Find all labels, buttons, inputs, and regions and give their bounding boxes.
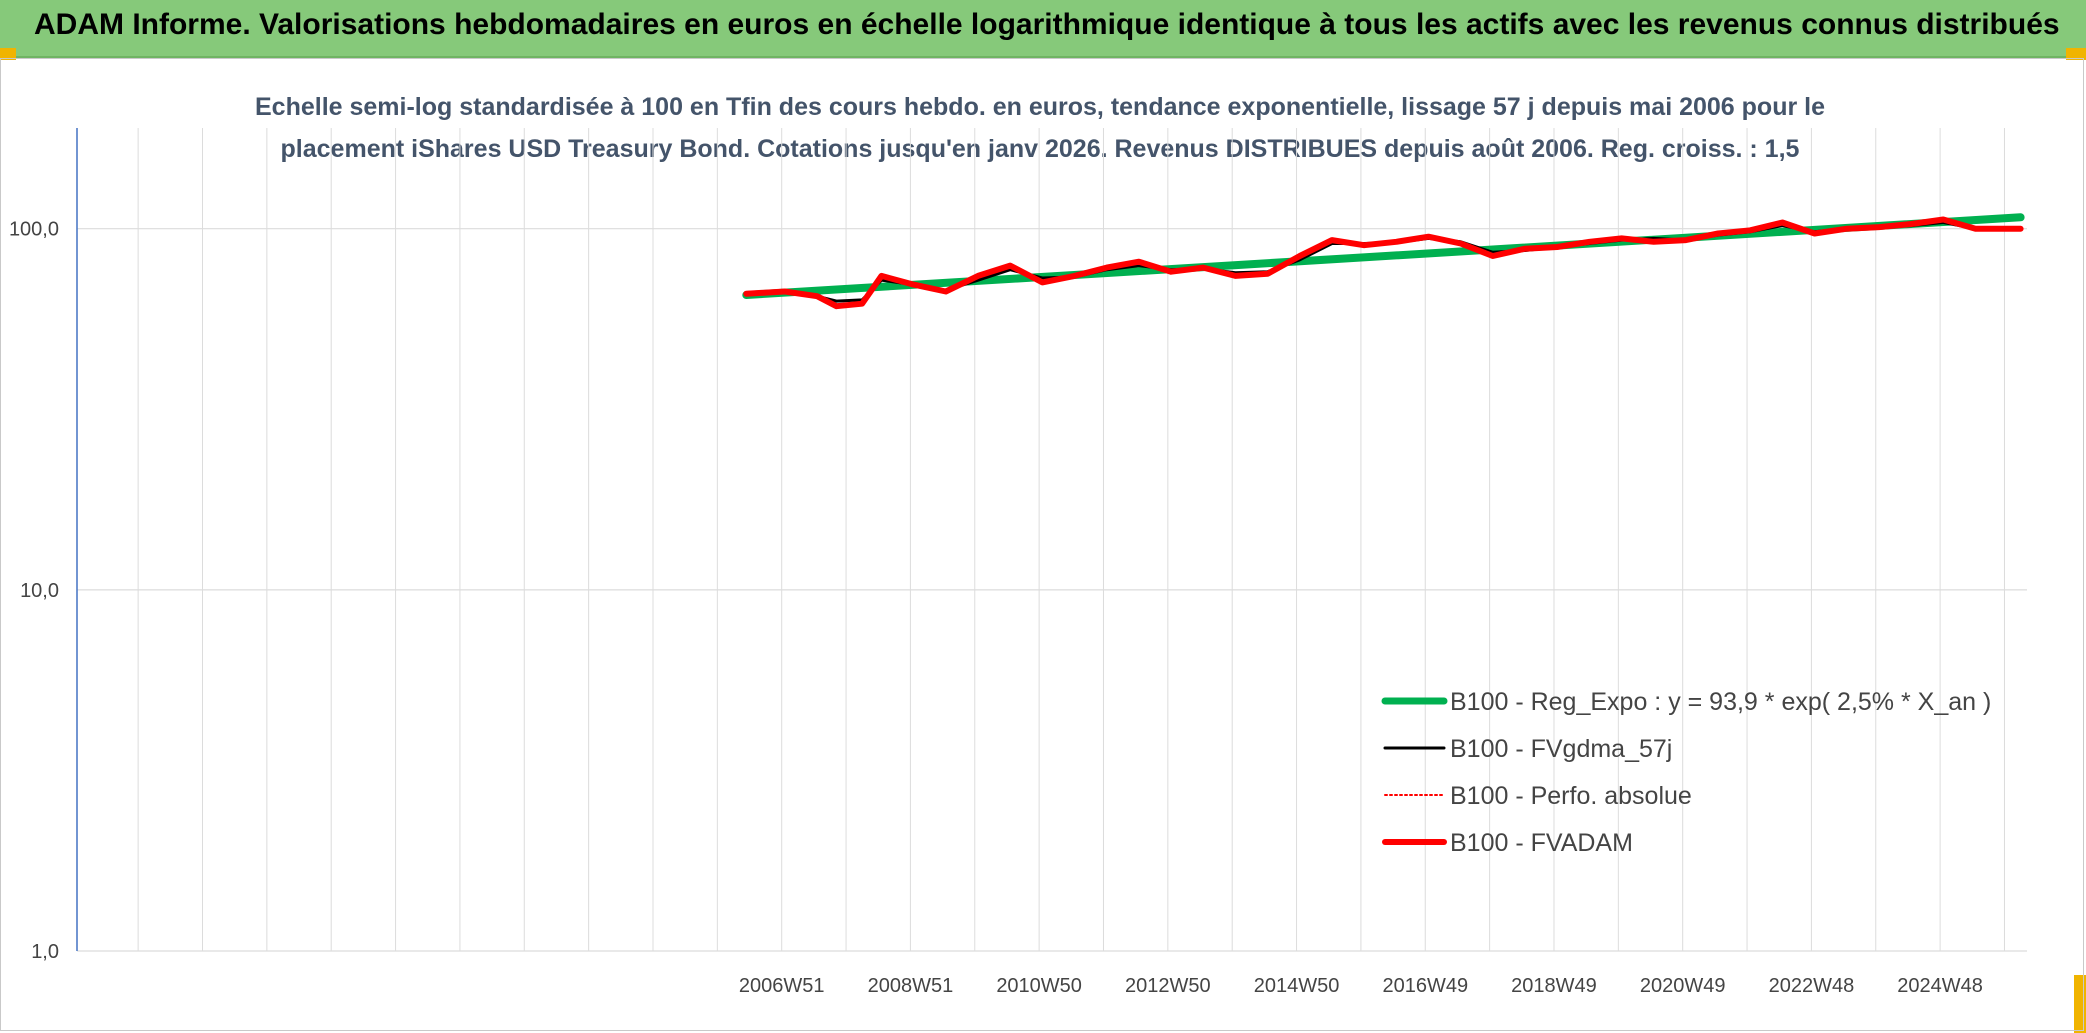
x-tick-label: 2020W49 — [1640, 975, 1726, 997]
series-fvadam-line — [743, 216, 2024, 310]
legend-item-fvadam-label: B100 - FVADAM — [1450, 829, 1633, 857]
corner-mark-top-left — [0, 48, 16, 60]
series-group — [742, 213, 2025, 310]
corner-mark-top-right — [2066, 48, 2086, 60]
chart-title-line-2: placement iShares USD Treasury Bond. Cot… — [280, 135, 1800, 163]
legend-item-perfo-absolue-label: B100 - Perfo. absolue — [1450, 782, 1692, 810]
grid — [77, 128, 2027, 952]
chart-title-line-1: Echelle semi-log standardisée à 100 en T… — [255, 93, 1825, 121]
x-tick-label: 2022W48 — [1769, 975, 1855, 997]
x-tick-label: 2010W50 — [996, 975, 1082, 997]
x-tick-label: 2008W51 — [868, 975, 954, 997]
y-tick-label: 1,0 — [31, 941, 59, 963]
x-tick-label: 2018W49 — [1511, 975, 1597, 997]
page-title: ADAM Informe. Valorisations hebdomadaire… — [34, 8, 2060, 41]
header-banner: ADAM Informe. Valorisations hebdomadaire… — [0, 0, 2086, 58]
chart-frame — [0, 58, 2084, 1031]
x-tick-label: 2014W50 — [1254, 975, 1340, 997]
y-tick-label: 100,0 — [9, 219, 59, 241]
legend: B100 - Reg_Expo : y = 93,9 * exp( 2,5% *… — [1381, 688, 1991, 857]
y-tick-label: 10,0 — [20, 580, 59, 602]
x-tick-label: 2012W50 — [1125, 975, 1211, 997]
chart-title: Echelle semi-log standardisée à 100 en T… — [240, 86, 1840, 170]
axes: 100,0 10,0 1,0 2006W51 2008W51 2010W50 2012W50… — [9, 128, 1983, 997]
x-tick-label: 2024W48 — [1897, 975, 1983, 997]
legend-item-fvgdma-label: B100 - FVgdma_57j — [1450, 735, 1672, 763]
x-tick-label: 2006W51 — [739, 975, 825, 997]
legend-item-reg-expo-label: B100 - Reg_Expo : y = 93,9 * exp( 2,5% *… — [1450, 688, 1991, 716]
x-tick-label: 2016W49 — [1382, 975, 1468, 997]
